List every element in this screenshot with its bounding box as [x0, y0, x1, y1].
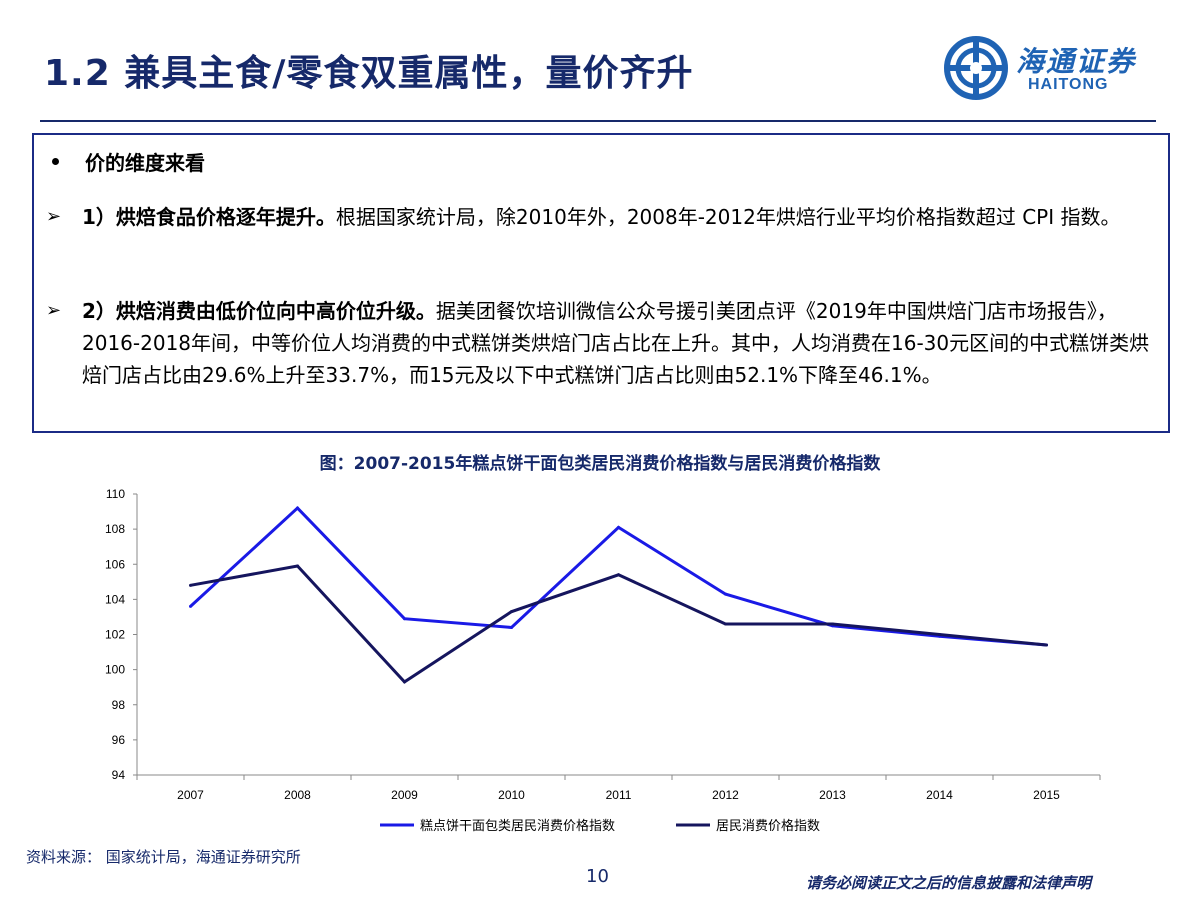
- data-point-series-2: [938, 633, 941, 636]
- y-tick-label: 110: [106, 487, 125, 501]
- point-2-bold: 2）烘焙消费由低价位向中高价位升级。: [82, 299, 436, 323]
- x-tick-label: 2012: [712, 788, 739, 802]
- page-number: 10: [586, 866, 609, 887]
- series-line-2: [190, 564, 1047, 684]
- x-tick-label: 2009: [391, 788, 418, 802]
- y-tick-label: 94: [112, 768, 126, 782]
- x-tick-label: 2015: [1033, 788, 1060, 802]
- data-point-series-2: [831, 622, 834, 626]
- data-point-series-1: [296, 506, 299, 510]
- data-point-series-2: [510, 610, 513, 614]
- logo-text-en: HAITONG: [1028, 76, 1109, 93]
- logo-text-cn: 海通证券: [1016, 45, 1137, 78]
- data-point-series-2: [724, 622, 727, 626]
- point-1-bold: 1）烘焙食品价格逐年提升。: [82, 205, 336, 229]
- chart-legend: 糕点饼干面包类居民消费价格指数 居民消费价格指数: [380, 818, 820, 834]
- x-tick-label: 2013: [819, 788, 846, 802]
- point-1: ➢ 1）烘焙食品价格逐年提升。根据国家统计局，除2010年外，2008年-201…: [46, 201, 1162, 233]
- legend-label-1: 糕点饼干面包类居民消费价格指数: [420, 818, 615, 834]
- point-1-text: 根据国家统计局，除2010年外，2008年-2012年烘焙行业平均价格指数超过 …: [335, 205, 1121, 229]
- haitong-logo: 海通证券 HAITONG: [944, 34, 1164, 104]
- point-2-text: 据美团餐饮培训微信公众号援引美团点评《2019年中国烘焙门店市场报告》，2016…: [82, 299, 1150, 387]
- data-point-series-2: [403, 680, 406, 684]
- data-point-series-1: [403, 617, 406, 621]
- bullet-dot-icon: [52, 158, 59, 165]
- bullet-heading: 价的维度来看: [46, 147, 205, 176]
- y-tick-label: 98: [112, 698, 126, 712]
- slide-title: 1.2 兼具主食/零食双重属性，量价齐升: [44, 53, 694, 94]
- y-tick-label: 106: [105, 557, 125, 571]
- y-tick-label: 96: [112, 733, 126, 747]
- chart-title: 图：2007-2015年糕点饼干面包类居民消费价格指数与居民消费价格指数: [319, 454, 881, 474]
- source-note: 资料来源： 国家统计局，海通证券研究所: [26, 848, 301, 866]
- data-point-series-1: [617, 525, 620, 529]
- chart-axes: 94 96 98 100 102 104 106 108 110 2007 2008 2009 2010…: [105, 487, 1101, 802]
- line-chart: 94 96 98 100 102 104 106 108 110 2007 2008 2009 2010…: [105, 487, 1101, 834]
- y-tick-label: 104: [105, 592, 125, 606]
- data-point-series-2: [189, 583, 192, 587]
- data-point-series-1: [510, 625, 513, 629]
- haitong-emblem-icon: [944, 36, 1008, 100]
- x-tick-label: 2014: [926, 788, 953, 802]
- legend-label-2: 居民消费价格指数: [716, 818, 820, 834]
- data-point-series-2: [296, 564, 299, 568]
- point-2: ➢ 2）烘焙消费由低价位向中高价位升级。据美团餐饮培训微信公众号援引美团点评《2…: [46, 295, 1162, 391]
- data-point-series-2: [617, 573, 620, 577]
- x-tick-label: 2007: [177, 788, 204, 802]
- data-point-series-1: [724, 592, 727, 596]
- data-point-series-2: [1045, 643, 1048, 647]
- y-tick-label: 102: [105, 628, 125, 642]
- x-tick-label: 2010: [498, 788, 525, 802]
- header-divider: [40, 120, 1156, 122]
- arrow-bullet-icon: ➢: [46, 300, 62, 321]
- x-tick-label: 2011: [606, 788, 632, 802]
- y-tick-label: 108: [105, 522, 125, 536]
- chart-series: [189, 505, 1048, 684]
- bullet-heading-text: 价的维度来看: [85, 151, 205, 175]
- x-tick-label: 2008: [284, 788, 311, 802]
- data-point-series-1: [189, 604, 192, 608]
- y-tick-label: 100: [105, 663, 125, 677]
- disclaimer-link[interactable]: 请务必阅读正文之后的信息披露和法律声明: [806, 874, 1092, 892]
- content-box: 价的维度来看 ➢ 1）烘焙食品价格逐年提升。根据国家统计局，除2010年外，20…: [32, 133, 1170, 433]
- arrow-bullet-icon: ➢: [46, 206, 62, 227]
